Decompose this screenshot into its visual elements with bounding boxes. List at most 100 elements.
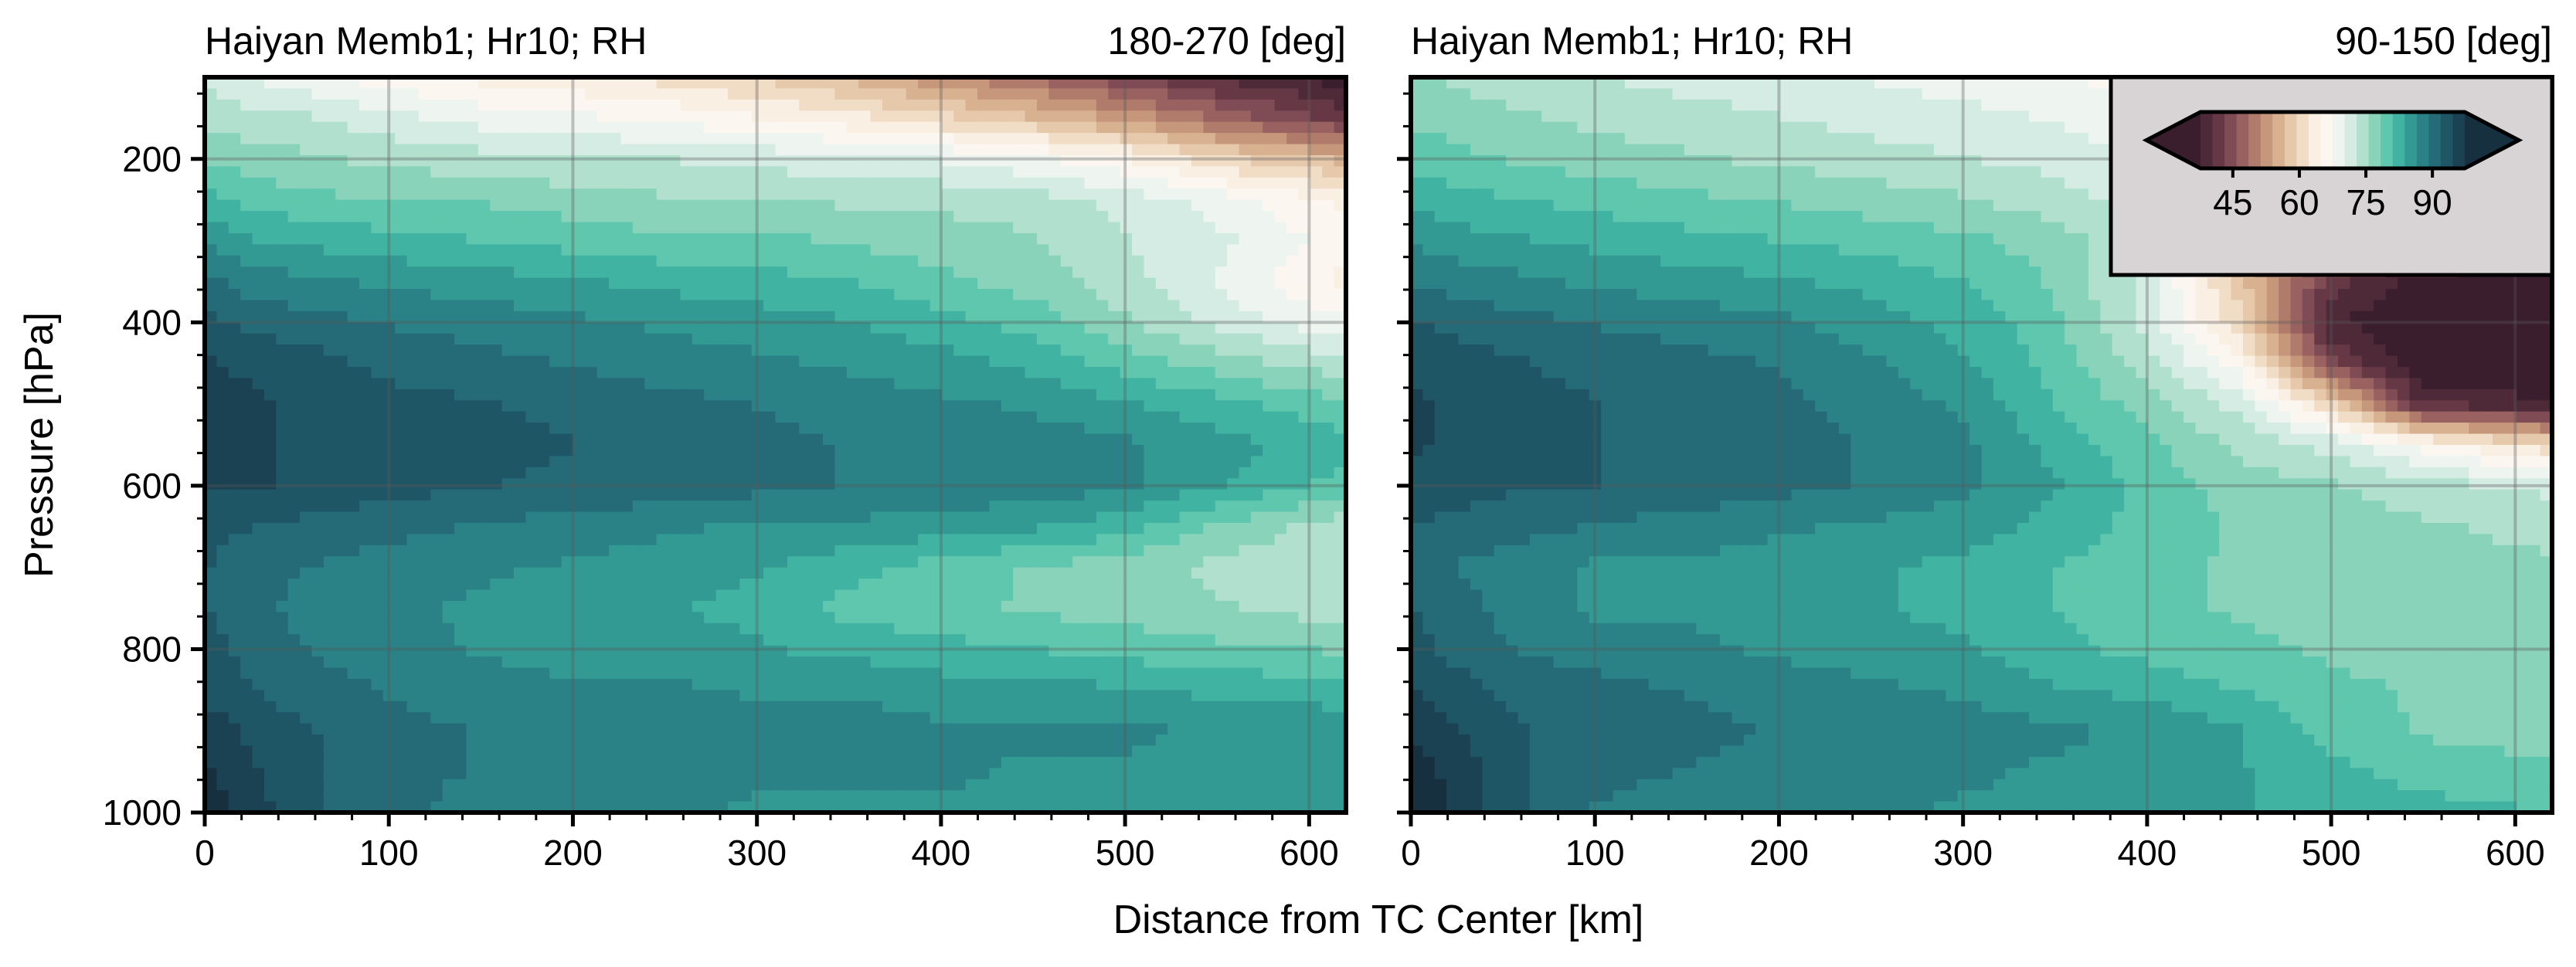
contour-cell (834, 211, 848, 223)
contour-cell (442, 244, 455, 256)
contour-cell (609, 445, 622, 457)
contour-cell (359, 177, 372, 189)
contour-cell (692, 467, 705, 479)
contour-cell (918, 400, 931, 412)
contour-cell (287, 511, 301, 524)
contour-cell (704, 433, 717, 446)
contour-cell (287, 121, 301, 134)
contour-cell (1144, 110, 1157, 123)
contour-cell (977, 522, 991, 535)
contour-cell (418, 277, 432, 290)
contour-cell (787, 645, 800, 657)
contour-cell (454, 121, 467, 134)
contour-cell (300, 612, 313, 624)
contour-cell (1001, 355, 1014, 368)
contour-cell (1013, 411, 1026, 423)
contour-cell (929, 199, 943, 212)
contour-cell (1203, 433, 1216, 446)
contour-cell (727, 579, 741, 591)
contour-cell (1298, 522, 1311, 535)
contour-cell (395, 310, 408, 324)
contour-cell (1322, 467, 1335, 479)
contour-cell (216, 367, 229, 379)
contour-cell (1203, 411, 1216, 423)
contour-cell (240, 222, 253, 234)
contour-cell (1167, 545, 1181, 557)
contour-cell (216, 355, 229, 368)
contour-cell (620, 144, 634, 156)
contour-cell (692, 232, 705, 246)
contour-cell (395, 589, 408, 602)
contour-cell (977, 110, 991, 123)
contour-cell (573, 378, 586, 390)
contour-cell (1144, 144, 1157, 156)
contour-cell (1191, 489, 1205, 501)
contour-cell (371, 623, 384, 635)
contour-cell (1215, 199, 1228, 212)
contour-cell (787, 77, 800, 90)
contour-cell (775, 367, 788, 379)
contour-cell (1227, 322, 1240, 334)
contour-cell (1120, 467, 1133, 479)
contour-cell (454, 545, 467, 557)
contour-cell (1167, 478, 1181, 490)
contour-cell (1179, 378, 1192, 390)
contour-cell (371, 567, 384, 579)
contour-cell (1298, 266, 1311, 279)
contour-cell (1096, 255, 1109, 267)
contour-cell (609, 645, 622, 657)
contour-cell (823, 400, 836, 412)
contour-cell (596, 445, 610, 457)
contour-cell (359, 388, 372, 401)
contour-cell (1036, 589, 1050, 602)
contour-cell (1036, 422, 1050, 435)
contour-cell (989, 322, 1002, 334)
contour-cell (1060, 266, 1073, 279)
contour-cell (739, 612, 753, 624)
contour-cell (834, 556, 848, 568)
contour-cell (490, 612, 503, 624)
contour-cell (668, 244, 681, 256)
contour-cell (466, 144, 479, 156)
contour-cell (1120, 489, 1133, 501)
contour-cell (668, 623, 681, 635)
contour-cell (525, 344, 539, 357)
contour-cell (466, 199, 479, 212)
contour-cell (573, 500, 586, 513)
contour-cell (1298, 422, 1311, 435)
contour-cell (751, 545, 764, 557)
contour-cell (561, 255, 574, 267)
contour-cell (692, 333, 705, 345)
contour-cell (585, 266, 598, 279)
contour-cell (477, 545, 491, 557)
contour-cell (430, 589, 443, 602)
contour-cell (442, 88, 455, 100)
contour-cell (347, 445, 360, 457)
contour-cell (656, 567, 669, 579)
contour-cell (240, 344, 253, 357)
contour-cell (240, 445, 253, 457)
contour-cell (727, 333, 741, 345)
contour-cell (276, 534, 289, 546)
contour-cell (1239, 422, 1252, 435)
contour-cell (525, 266, 539, 279)
contour-cell (406, 110, 420, 123)
contour-cell (454, 277, 467, 290)
contour-cell (300, 500, 313, 513)
contour-cell (977, 612, 991, 624)
contour-cell (263, 322, 277, 334)
contour-cell (846, 411, 859, 423)
contour-cell (1036, 556, 1050, 568)
contour-cell (692, 612, 705, 624)
contour-cell (1001, 489, 1014, 501)
contour-cell (311, 344, 325, 357)
contour-cell (906, 422, 919, 435)
contour-cell (632, 355, 645, 368)
contour-cell (596, 77, 610, 90)
contour-cell (549, 266, 562, 279)
contour-cell (549, 110, 562, 123)
contour-cell (715, 310, 729, 324)
contour-cell (1274, 411, 1287, 423)
contour-cell (799, 511, 812, 524)
contour-cell (406, 300, 420, 312)
